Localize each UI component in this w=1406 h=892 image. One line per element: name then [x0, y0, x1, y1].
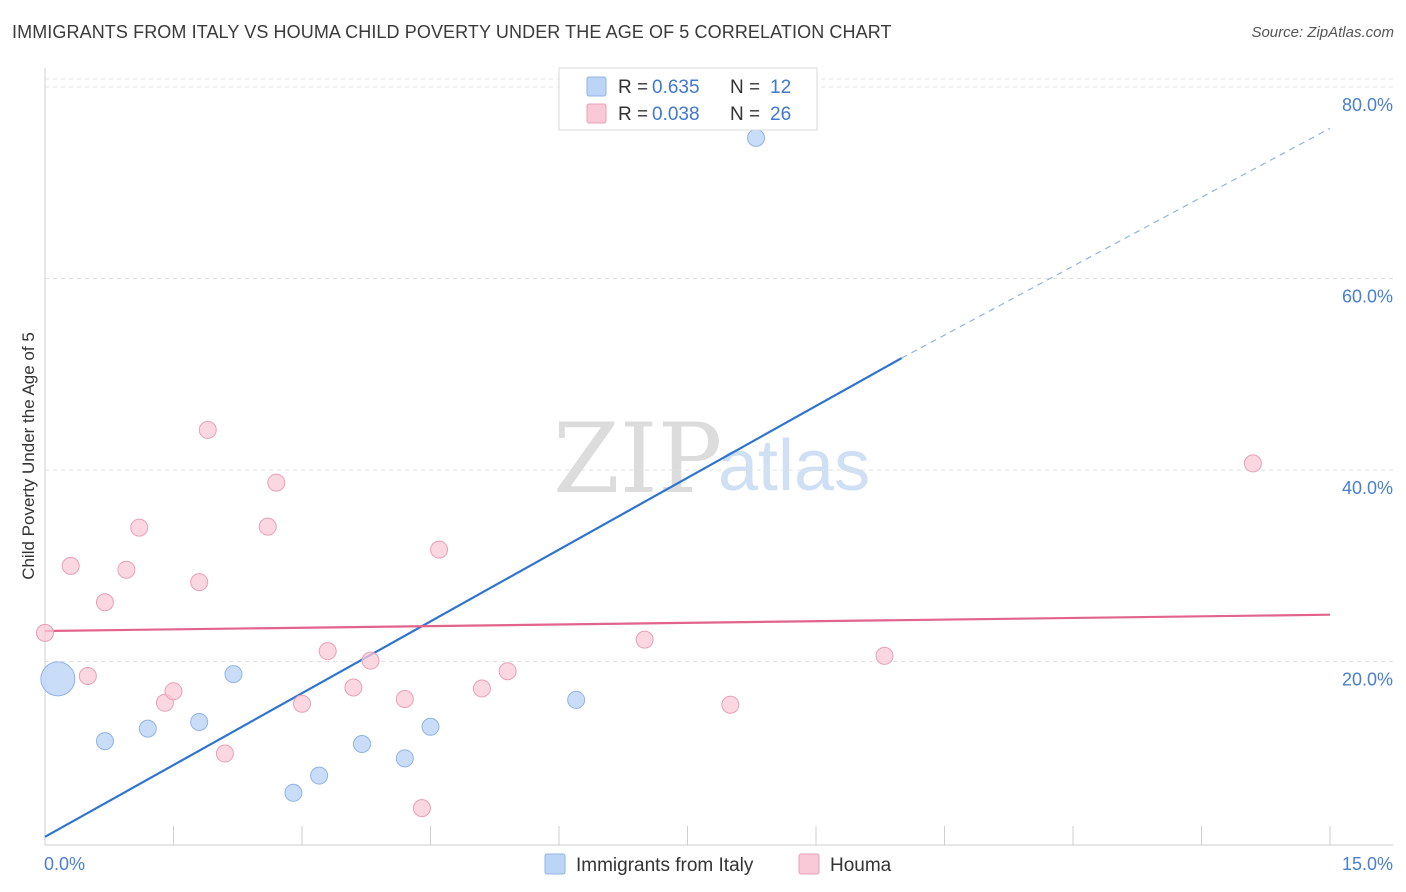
legend-swatch-houma — [586, 103, 607, 124]
point-houma-17 — [395, 689, 414, 708]
trend-line-italy-extension — [901, 127, 1331, 359]
point-italy-11 — [747, 128, 766, 147]
point-houma-13 — [293, 694, 311, 713]
legend-n-label-italy: N = — [730, 77, 760, 98]
point-italy-1 — [95, 732, 114, 751]
bottom-legend-label-italy: Immigrants from Italy — [576, 855, 754, 876]
point-italy-7 — [352, 734, 371, 753]
legend-n-label-houma: N = — [730, 104, 760, 125]
point-houma-5 — [130, 518, 149, 537]
x-tick-label-15: 15.0% — [1342, 854, 1393, 874]
data-points — [36, 128, 1262, 818]
point-houma-2 — [78, 666, 97, 685]
grid-lines — [45, 78, 1393, 662]
y-axis-label: Child Poverty Under the Age of 5 — [19, 332, 38, 580]
point-houma-16 — [361, 651, 380, 670]
x-tick-label-0: 0.0% — [44, 854, 85, 874]
legend-r-value-houma: 0.038 — [652, 104, 700, 125]
point-houma-15 — [344, 678, 363, 697]
point-houma-12 — [267, 473, 286, 492]
point-houma-20 — [472, 679, 491, 698]
legend-r-label-italy: R = — [618, 77, 648, 98]
point-houma-4 — [117, 560, 136, 579]
point-houma-19 — [430, 540, 449, 559]
point-italy-9 — [421, 717, 440, 736]
legend-n-value-italy: 12 — [770, 77, 791, 98]
point-houma-3 — [95, 593, 114, 612]
trend-line-italy — [44, 357, 903, 838]
chart-title: IMMIGRANTS FROM ITALY VS HOUMA CHILD POV… — [12, 22, 892, 42]
point-italy-0 — [40, 661, 76, 697]
point-italy-10 — [567, 690, 586, 709]
stats-legend: R = 0.635 N = 12 R = 0.038 N = 26 — [558, 67, 818, 131]
trend-lines — [44, 127, 1331, 838]
point-houma-22 — [635, 630, 654, 649]
bottom-legend-label-houma: Houma — [830, 855, 892, 876]
x-tick-labels: 0.0% 15.0% — [44, 854, 1393, 874]
legend-r-value-italy: 0.635 — [652, 77, 700, 98]
watermark-zip: ZIP — [553, 403, 722, 515]
point-italy-6 — [310, 766, 329, 785]
point-italy-8 — [395, 749, 414, 768]
point-italy-4 — [224, 665, 243, 684]
y-tick-label-80: 80.0% — [1342, 95, 1393, 115]
y-tick-labels: 20.0% 40.0% 60.0% 80.0% — [1342, 95, 1393, 690]
point-houma-21 — [498, 662, 517, 681]
legend-r-label-houma: R = — [618, 104, 648, 125]
source-label: Source: ZipAtlas.com — [1251, 24, 1394, 41]
x-ticks — [173, 826, 1331, 845]
point-italy-5 — [284, 783, 303, 802]
y-tick-label-60: 60.0% — [1342, 287, 1393, 307]
point-italy-3 — [190, 712, 209, 731]
legend-n-value-houma: 26 — [770, 104, 791, 125]
trend-line-houma — [44, 613, 1331, 633]
bottom-legend-swatch-houma — [798, 853, 820, 875]
point-houma-10 — [215, 744, 234, 763]
point-houma-8 — [190, 573, 209, 592]
legend-swatch-italy — [586, 76, 607, 97]
point-italy-2 — [138, 719, 157, 738]
point-houma-24 — [875, 646, 894, 665]
bottom-legend-swatch-italy — [544, 853, 566, 875]
watermark-atlas: atlas — [718, 426, 870, 506]
point-houma-25 — [1243, 454, 1262, 473]
point-houma-7 — [164, 682, 183, 701]
point-houma-23 — [721, 695, 740, 714]
point-houma-1 — [61, 556, 80, 575]
series-legend: Immigrants from Italy Houma — [544, 853, 892, 876]
point-houma-9 — [198, 420, 217, 439]
y-tick-label-40: 40.0% — [1342, 478, 1393, 498]
y-tick-label-20: 20.0% — [1342, 670, 1393, 690]
point-houma-14 — [318, 642, 337, 661]
point-houma-0 — [36, 623, 54, 642]
point-houma-18 — [412, 799, 431, 818]
point-houma-11 — [258, 517, 277, 536]
